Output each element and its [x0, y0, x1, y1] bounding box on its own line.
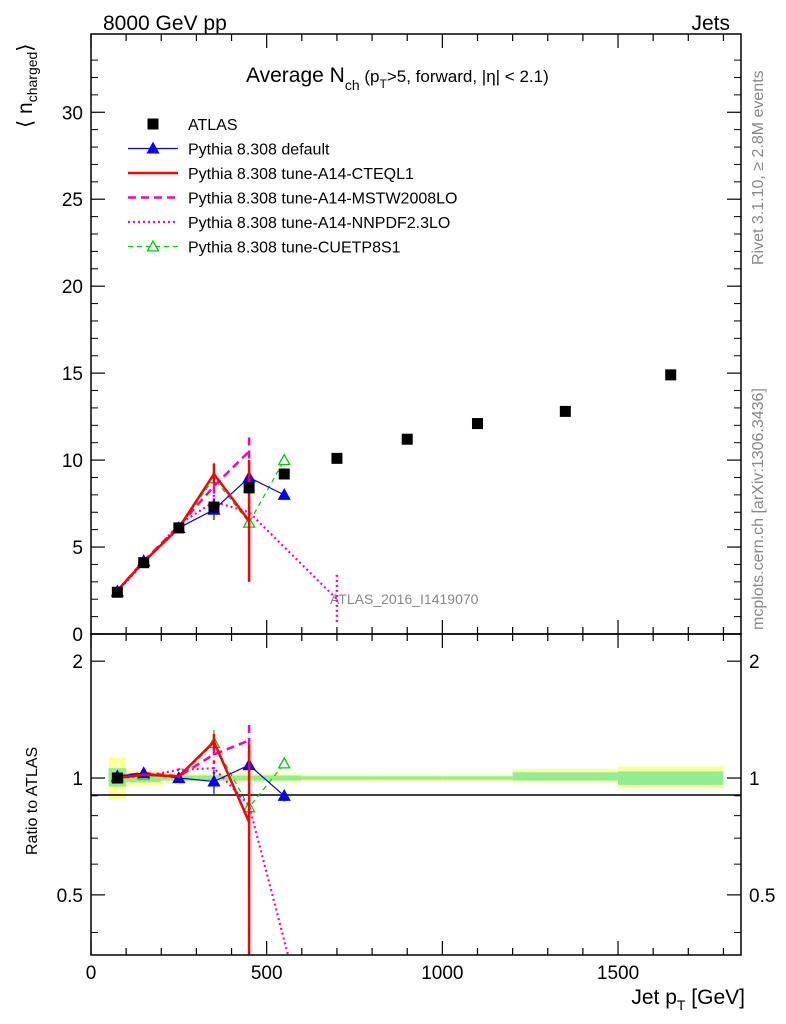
ylabel-close: ⟩	[14, 43, 37, 51]
top-atlas-point	[331, 452, 343, 464]
top-atlas-point	[471, 418, 483, 430]
ratio-panel-frame	[90, 633, 742, 956]
top-atlas-point	[173, 522, 185, 534]
legend-entry-default: Pythia 8.308 default	[128, 142, 330, 159]
ratio-ytick-label: 0.5	[57, 886, 83, 907]
ratio-band-inner	[442, 776, 513, 780]
ratio-ytick-label-right: 1	[749, 769, 760, 790]
x-axis-label: Jet pT [GeV]	[631, 986, 745, 1013]
xtick-label: 0	[86, 963, 97, 984]
top-ytick-label: 5	[72, 538, 83, 559]
ylabel-main: ⟨ n	[14, 102, 37, 128]
top-atlas-point	[243, 482, 255, 494]
ratio-default-point	[207, 774, 221, 787]
ratio-ytick-label-right: 0.5	[749, 886, 775, 907]
top-atlas-point	[401, 433, 413, 445]
top-ytick-label: 25	[62, 190, 83, 211]
ratio-cuetp8s1-point	[277, 756, 291, 769]
ratio-band-inner	[266, 775, 302, 781]
xtick-label: 500	[251, 963, 283, 984]
legend-label-nnpdf: Pythia 8.308 tune-A14-NNPDF2.3LO	[188, 215, 450, 232]
svg-text:⟨ ncharged⟩: ⟨ ncharged⟩	[14, 43, 40, 128]
top-ytick-label: 0	[72, 625, 83, 646]
top-cuetp8s1-point	[277, 453, 291, 466]
ratio-ytick-label: 2	[72, 652, 83, 673]
ratio-band-inner	[618, 771, 724, 785]
ratio-ytick-label: 1	[72, 769, 83, 790]
ratio-uncertainty-bands	[108, 757, 724, 800]
header-right-label: Jets	[691, 12, 730, 35]
legend-label-atlas: ATLAS	[188, 117, 238, 134]
top-cuetp8s1-line	[116, 459, 285, 592]
legend-label-mstw: Pythia 8.308 tune-A14-MSTW2008LO	[188, 191, 457, 208]
top-atlas-point	[111, 586, 123, 598]
legend-entry-cteql1: Pythia 8.308 tune-A14-CTEQL1	[128, 166, 414, 183]
ratio-default-point	[277, 788, 291, 801]
ratio-band-inner	[512, 772, 619, 781]
ratio-ytick-label-right: 2	[749, 652, 760, 673]
top-default-point	[277, 488, 291, 500]
ylabel-sub: charged	[24, 52, 40, 103]
ratio-nnpdf-line	[117, 767, 290, 955]
ratio-panel-series	[110, 724, 291, 955]
analysis-watermark: ATLAS_2016_I1419070	[330, 591, 479, 607]
mcplots-reference-label: mcplots.cern.ch [arXiv:1306.3436]	[750, 388, 767, 630]
legend-marker-atlas	[147, 118, 159, 130]
top-atlas-point	[208, 501, 220, 513]
ratio-band-inner	[372, 776, 443, 780]
legend-entry-nnpdf: Pythia 8.308 tune-A14-NNPDF2.3LO	[128, 215, 450, 232]
ratio-band-inner	[301, 776, 373, 780]
legend-entry-mstw: Pythia 8.308 tune-A14-MSTW2008LO	[128, 191, 457, 208]
header-left-label: 8000 GeV pp	[103, 12, 227, 35]
legend-entry-cuetp8s1: Pythia 8.308 tune-CUETP8S1	[128, 240, 401, 257]
rivet-version-label: Rivet 3.1.10, ≥ 2.8M events	[750, 70, 767, 265]
top-panel-series	[110, 369, 677, 624]
top-atlas-point	[278, 468, 290, 480]
legend-marker-default	[146, 141, 160, 154]
ratio-default-line	[117, 764, 285, 797]
legend-marker-cuetp8s1	[146, 239, 160, 252]
legend-label-cteql1: Pythia 8.308 tune-A14-CTEQL1	[188, 166, 414, 183]
top-nnpdf-line	[116, 500, 338, 600]
xtick-label: 1000	[421, 963, 463, 984]
top-atlas-point	[665, 369, 677, 381]
top-ytick-label: 15	[62, 364, 83, 385]
top-atlas-point	[559, 405, 571, 417]
legend-label-cuetp8s1: Pythia 8.308 tune-CUETP8S1	[188, 240, 401, 257]
legend: ATLAS Pythia 8.308 default Pythia 8.308 tu…	[128, 117, 457, 257]
legend-label-default: Pythia 8.308 default	[188, 142, 330, 159]
xtick-label: 1500	[597, 963, 639, 984]
chart-title: Average Nch (pT>5, forward, |η| < 2.1)	[246, 64, 549, 93]
legend-entry-atlas: ATLAS	[147, 117, 238, 134]
top-ytick-label: 20	[62, 277, 83, 298]
top-atlas-point	[138, 557, 150, 569]
top-ytick-label: 10	[62, 451, 83, 472]
top-y-axis-label: ⟨ ncharged⟩	[14, 43, 40, 128]
top-ytick-label: 30	[62, 103, 83, 124]
ratio-atlas-point	[111, 772, 123, 784]
bottom-y-axis-label: Ratio to ATLAS	[24, 747, 41, 855]
